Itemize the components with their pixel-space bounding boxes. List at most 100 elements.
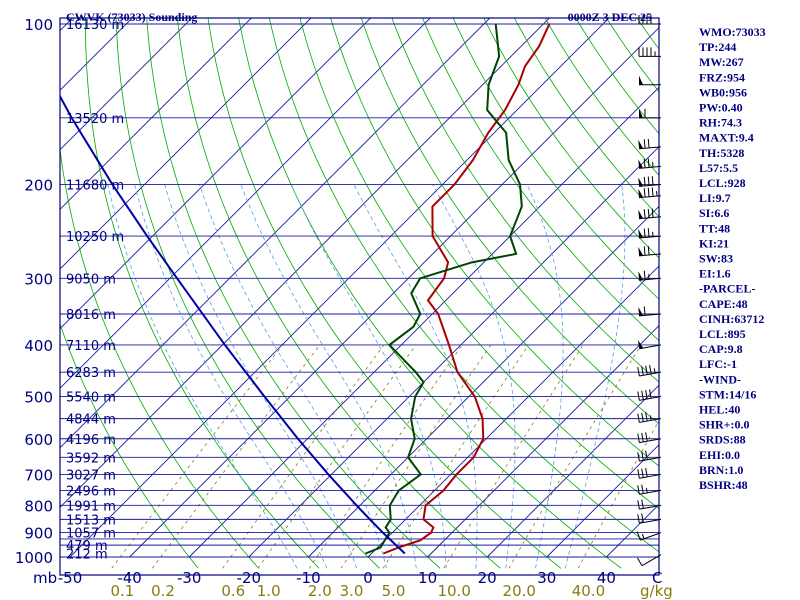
wind-barb-staff [639, 438, 662, 444]
mixing-ratio-line [577, 419, 659, 569]
background-lines [60, 18, 659, 569]
height-label: 10250 m [66, 230, 124, 245]
isobars [60, 23, 659, 558]
wind-barb [638, 228, 662, 239]
wind-barb [637, 513, 662, 524]
height-label: 8016 m [66, 308, 116, 323]
temp-tick-label: -40 [117, 569, 142, 587]
height-label: 7110 m [66, 339, 116, 354]
index-line: BSHR:48 [699, 478, 748, 492]
wind-barb [637, 364, 662, 377]
pressure-tick-label: 900 [24, 525, 53, 543]
wind-barb-feather [641, 513, 644, 523]
wind-barb-staff [641, 554, 662, 567]
wind-barb [637, 389, 662, 401]
height-label: 1513 m [66, 513, 116, 528]
dewpoint-line [365, 23, 523, 555]
height-label: 9050 m [66, 272, 116, 287]
height-label: 4844 m [66, 413, 116, 428]
dry-adiabat-line [115, 18, 380, 569]
wind-barb-feather [637, 367, 640, 377]
mixing-ratio-line [308, 344, 463, 569]
wind-barb-staff [639, 456, 662, 462]
mixing-ratio-tick-label: 0.1 [110, 582, 134, 600]
isotherm-line [427, 324, 659, 558]
index-line: MAXT:9.4 [699, 131, 754, 145]
wind-barb-staff [639, 518, 662, 524]
height-label: 6283 m [66, 366, 116, 381]
height-label: 11680 m [66, 178, 124, 193]
index-line: PW:0.40 [699, 101, 743, 115]
isotherm-line [60, 18, 491, 449]
dry-adiabat-line [544, 18, 659, 176]
mixing-ratio-tick-label: 2.0 [308, 582, 332, 600]
moist-adiabat-line [526, 184, 564, 569]
wind-barb [637, 499, 662, 510]
wind-barb-staff [639, 235, 662, 239]
dry-adiabat-line [60, 322, 199, 569]
wind-barb-staff [639, 344, 662, 350]
wind-barb [638, 306, 662, 317]
wind-barb-feather [647, 228, 650, 238]
wind-barb [637, 412, 662, 423]
wind-barb-feather [641, 468, 644, 478]
pressure-unit-label: mb [33, 569, 57, 587]
wind-barb-feather [641, 390, 644, 400]
isotherm-line [60, 18, 551, 509]
parcel-line [60, 94, 406, 555]
wind-barb [638, 270, 662, 281]
temp-tick-label: -50 [58, 569, 83, 587]
wind-barb-feather [637, 485, 640, 495]
index-line: -PARCEL- [699, 282, 755, 296]
wind-barb-feather [645, 432, 648, 442]
wind-barb-flag [639, 108, 643, 118]
temp-tick-label: 40 [597, 569, 616, 587]
mixing-ratio-unit-label: g/kg [640, 582, 673, 600]
wind-barb-feather [643, 228, 646, 238]
pressure-tick-label: 100 [24, 16, 53, 34]
wind-barb-flag [638, 177, 644, 187]
temp-tick-label: 30 [537, 569, 556, 587]
wind-barb [639, 75, 661, 86]
wind-barb-feather [647, 158, 650, 168]
temp-tick-label: 20 [478, 569, 497, 587]
moist-adiabat-line [290, 184, 447, 569]
height-label: 479 m [66, 539, 108, 554]
isotherm-line [60, 18, 372, 330]
index-line: CINH:63712 [699, 312, 764, 326]
moist-adiabat-line [353, 184, 478, 569]
mixing-ratio-tick-label: 5.0 [382, 582, 406, 600]
wind-barb-flag [638, 306, 644, 316]
wind-barb-feather [637, 433, 640, 443]
height-label: 1991 m [66, 499, 116, 514]
chart-time: 0000Z 3 DEC 25 [568, 10, 652, 24]
dry-adiabat-line [207, 18, 562, 569]
index-line: EHI:0.0 [699, 448, 740, 462]
wind-barb [638, 208, 662, 220]
wind-barb-half-feather [653, 368, 656, 374]
height-label: 3592 m [66, 451, 116, 466]
wind-barb-feather [647, 245, 650, 256]
wind-barb-flag [638, 188, 644, 198]
height-label: 5540 m [66, 391, 116, 406]
wind-barb-half-feather [649, 415, 652, 421]
index-line: L57:5.5 [699, 161, 738, 175]
height-label: 13520 m [66, 112, 124, 127]
height-label: 1057 m [66, 527, 116, 542]
index-line: STM:14/16 [699, 387, 756, 401]
mixing-ratio-line [443, 344, 584, 569]
index-line: HEL:40 [699, 403, 740, 417]
wind-barb-feather [637, 557, 643, 566]
height-label: 3027 m [66, 468, 116, 483]
plot-frame [59, 17, 660, 576]
wind-barb-staff [639, 216, 662, 220]
moist-adiabat-line [107, 184, 298, 569]
isotherm-line [69, 18, 610, 558]
wind-barb-feather [643, 176, 646, 186]
wind-barb [638, 47, 661, 57]
wind-barb [637, 450, 662, 462]
wind-barb-feather [637, 469, 640, 479]
isotherm-line [248, 146, 659, 558]
index-line: BRN:1.0 [699, 463, 743, 477]
isotherm-line [308, 205, 659, 558]
